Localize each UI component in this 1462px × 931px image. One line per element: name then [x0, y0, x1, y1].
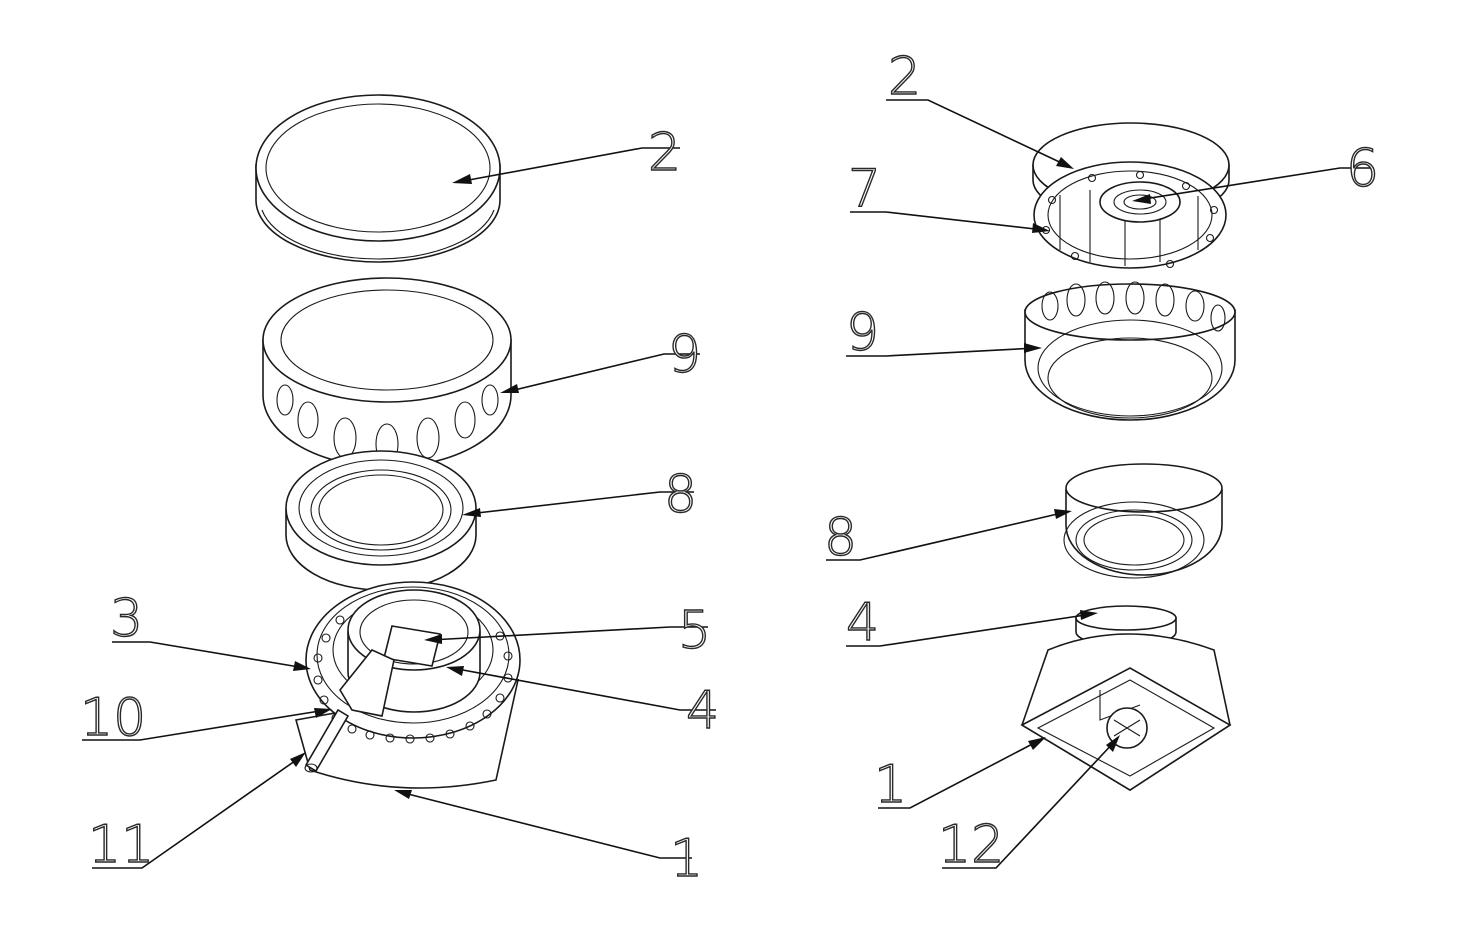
leader-r-7 [850, 211, 1045, 231]
leader-r-6 [1137, 167, 1374, 201]
callout-r-12: 12 [938, 815, 1004, 875]
leader-r-2 [886, 99, 1069, 167]
knurled-ring-part-9 [262, 277, 512, 468]
bearing-part-8 [285, 450, 477, 591]
leader-l-9 [505, 353, 700, 393]
ring-part-9 [1024, 281, 1236, 421]
callout-l-1: 1 [670, 829, 703, 889]
right-exploded-view: 2 6 7 9 8 4 1 12 [823, 46, 1379, 875]
callout-l-10: 10 [80, 688, 146, 748]
leader-l-4 [451, 667, 716, 711]
keycap-body-part-1 [1020, 605, 1232, 791]
callout-r-8: 8 [824, 508, 857, 568]
base-assembly [294, 581, 521, 789]
leader-l-2 [457, 147, 680, 183]
right-labels: 2 6 7 9 8 4 1 12 [823, 46, 1379, 875]
leader-l-5 [429, 626, 708, 641]
callout-r-4: 4 [846, 593, 879, 653]
leader-l-3 [112, 641, 306, 669]
callout-l-3: 3 [110, 589, 143, 649]
leader-r-8 [826, 511, 1067, 561]
callout-r-9: 9 [846, 303, 879, 363]
callout-l-9: 9 [668, 325, 701, 385]
callout-l-2: 2 [648, 123, 681, 183]
callout-l-8: 8 [664, 465, 697, 525]
cap-underside-part-2 [1032, 122, 1230, 269]
left-labels: 2 9 8 3 5 10 4 11 1 [79, 122, 719, 889]
callout-r-2: 2 [888, 47, 921, 107]
leader-r-12 [942, 739, 1117, 869]
callout-l-11: 11 [88, 815, 154, 875]
right-leaders [826, 99, 1374, 869]
leader-r-4 [846, 613, 1093, 647]
callout-l-4: 4 [686, 681, 719, 741]
cap-part-2 [255, 94, 501, 263]
callout-l-5: 5 [678, 601, 711, 661]
leader-r-9 [846, 347, 1037, 357]
leader-r-1 [878, 739, 1041, 809]
leader-l-10 [82, 709, 327, 741]
leader-l-1 [399, 791, 692, 859]
leader-l-11 [92, 755, 303, 869]
leader-l-8 [467, 491, 694, 515]
left-leaders [82, 147, 716, 869]
callout-r-6: 6 [1346, 139, 1379, 199]
left-exploded-view: 2 9 8 3 5 10 4 11 1 [79, 94, 720, 890]
bearing-part-8-right [1063, 463, 1223, 579]
callout-r-1: 1 [874, 755, 907, 815]
callout-r-7: 7 [848, 159, 881, 219]
